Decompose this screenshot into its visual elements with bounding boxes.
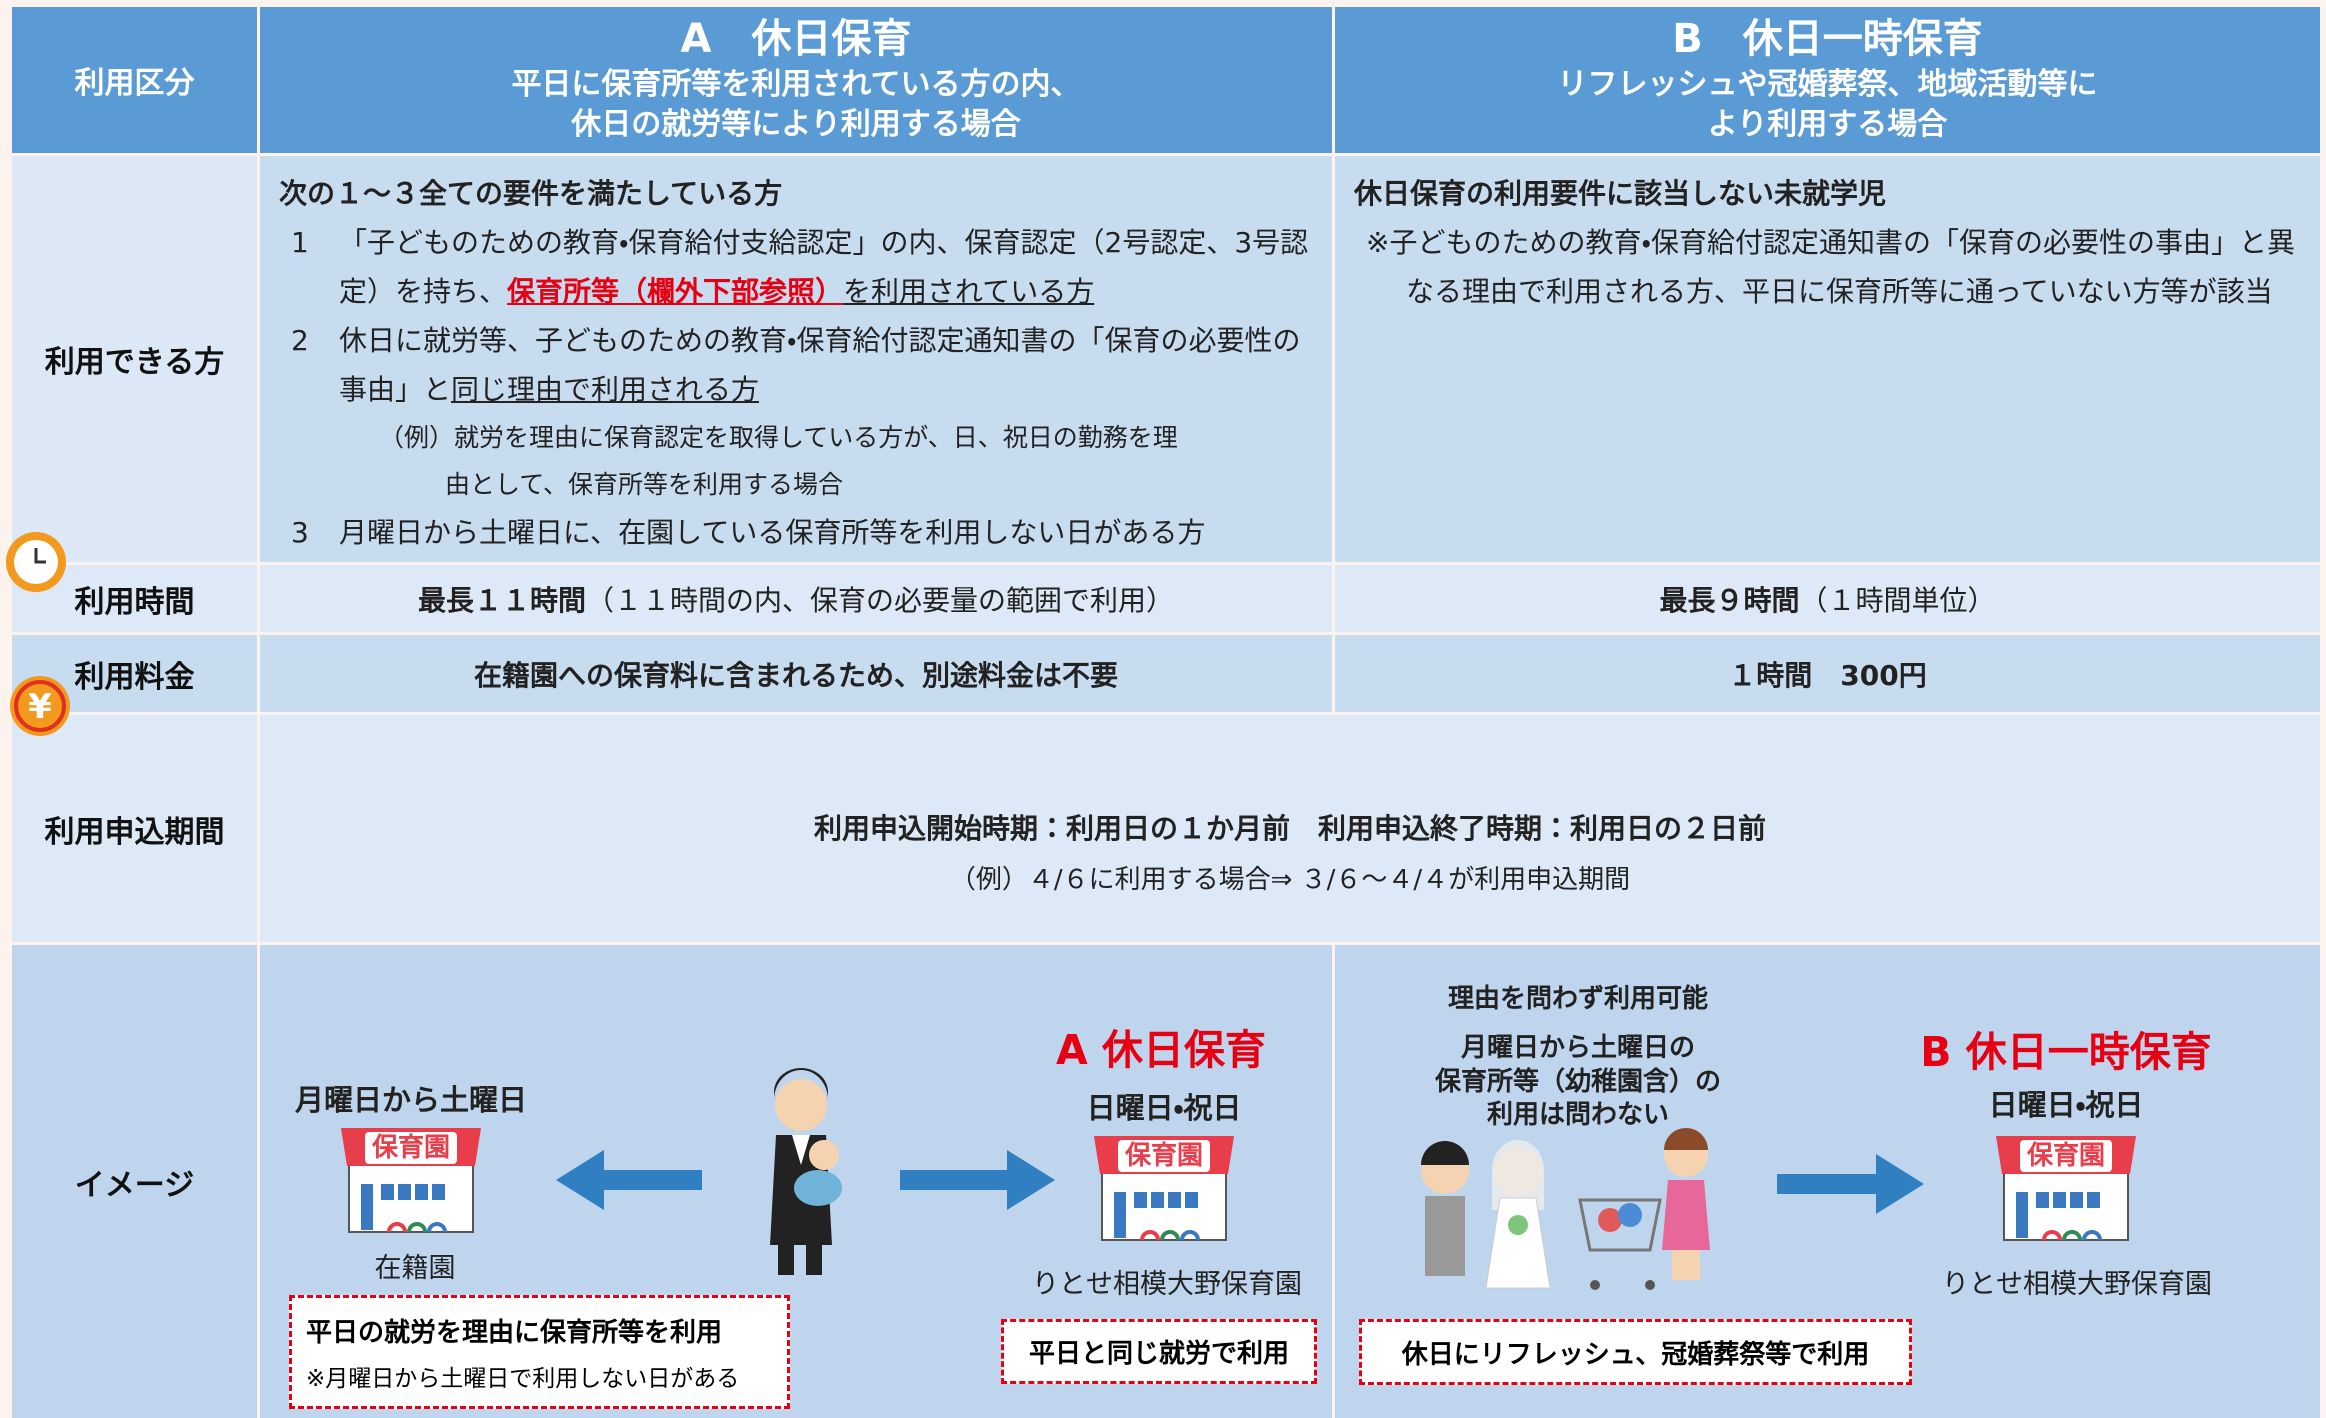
header-label-cell: 利用区分 [12,7,257,153]
holiday-label: 日曜日・祝日 [1086,1091,1242,1125]
eligible-a-cell: 次の１～３全ての要件を満たしている方 1 「子どものための教育・保育給付支給認定… [260,156,1332,562]
header-b-title: B 休日一時保育 [1672,16,1983,62]
reason-label: 理由を問わず利用可能 [1447,984,1709,1014]
row-label: 利用料金 [12,635,257,712]
box-note: ※月曜日から土曜日で利用しない日がある [306,1366,740,1392]
hours-b-cell: 最長９時間 （１時間単位） [1335,565,2320,632]
item-number: 3 [291,516,309,549]
fee-a-cell: 在籍園への保育料に含まれるため、別途料金は不要 [260,635,1332,712]
example-text: （例）就労を理由に保育認定を取得している方が、日、祝日の勤務を理由として、保育所… [379,423,1178,499]
hours-b-note: （１時間単位） [1799,583,1996,617]
current-facility: 在籍園 [374,1253,456,1284]
item-text: 「子どものための教育・保育給付支給認定」の内、保育認定（2号認定、3号認定）を持… [339,226,1309,308]
holiday-label: 日曜日・祝日 [1988,1088,2144,1122]
item-number: 1 [291,226,309,259]
application-main: 利用申込開始時期：利用日の１か月前 利用申込終了時期：利用日の２日前 [813,812,1766,845]
requirement-item: 3 月曜日から土曜日に、在園している保育所等を利用しない日がある方 [279,508,1312,557]
item-text: 月曜日から土曜日に、在園している保育所等を利用しない日がある方 [339,516,1206,549]
eligible-b-heading: 休日保育の利用要件に該当しない未就学児 [1354,177,1887,210]
weekday-label: 月曜日から土曜日 [294,1083,528,1117]
condition-line: 保育所等（幼稚園含）の [1434,1067,1722,1097]
header-b-subtitle: リフレッシュや冠婚葬祭、地域活動等に [1557,67,2098,102]
dashed-box: 平日の就労を理由に保育所等を利用 ※月曜日から土曜日で利用しない日がある [289,1295,790,1409]
header-a-subtitle: 休日の就労等により利用する場合 [571,107,1021,142]
item-emphasis: 保育所等（欄外下部参照） [507,275,844,308]
hours-a-note: （１１時間の内、保育の必要量の範囲で利用） [586,583,1175,617]
a-title: A 休日保育 [1055,1026,1267,1074]
application-cell: 利用申込開始時期：利用日の１か月前 利用申込終了時期：利用日の２日前 （例）４/… [260,715,2320,942]
hours-b-main: 最長９時間 [1659,583,1800,617]
hours-a-main: 最長１１時間 [417,583,586,617]
header-a-cell: A 休日保育 平日に保育所等を利用されている方の内、 休日の就労等により利用する… [260,7,1332,153]
eligible-a-heading: 次の１～３全ての要件を満たしている方 [279,177,783,210]
header-b-cell: B 休日一時保育 リフレッシュや冠婚葬祭、地域活動等に より利用する場合 [1335,7,2320,153]
box-text: 平日の就労を理由に保育所等を利用 [306,1318,723,1348]
application-example: （例）４/６に利用する場合⇒ ３/６～４/４が利用申込期間 [949,865,1631,895]
facility-name: りとせ相模大野保育園 [1032,1269,1302,1300]
eligible-b-cell: 休日保育の利用要件に該当しない未就学児 ※子どものための教育・保育給付認定通知書… [1335,156,2320,562]
row-label: 利用時間 [12,565,257,632]
requirement-item: 2 休日に就労等、子どものための教育・保育給付認定通知書の「保育の必要性の事由」… [279,316,1312,414]
item-number: 2 [291,324,309,357]
row-label: 利用できる方 [12,156,257,562]
header-a-title: A 休日保育 [680,16,912,62]
fee-b-cell: １時間 300円 [1335,635,2320,712]
header-a-subtitle: 平日に保育所等を利用されている方の内、 [511,67,1081,102]
row-label: イメージ [12,945,257,1418]
dashed-box: 平日と同じ就労で利用 [1001,1319,1317,1384]
dashed-box: 休日にリフレッシュ、冠婚葬祭等で利用 [1359,1319,1912,1385]
condition-line: 利用は問わない [1486,1100,1670,1130]
item-text: 休日に就労等、子どものための教育・保育給付認定通知書の「保育の必要性の事由」と [339,324,1301,406]
eligible-b-note: ※子どものための教育・保育給付認定通知書の「保育の必要性の事由」と異なる理由で利… [1366,226,2295,308]
item-underline: を利用されている方 [843,275,1095,308]
row-label: 利用申込期間 [12,715,257,942]
requirement-item: 1 「子どものための教育・保育給付支給認定」の内、保育認定（2号認定、3号認定）… [279,218,1312,316]
item-underline: 同じ理由で利用される方 [451,373,760,406]
condition-line: 月曜日から土曜日の [1460,1033,1696,1063]
facility-name: りとせ相模大野保育園 [1942,1269,2212,1300]
b-title: B 休日一時保育 [1920,1028,2212,1076]
hours-a-cell: 最長１１時間 （１１時間の内、保育の必要量の範囲で利用） [260,565,1332,632]
header-b-subtitle: より利用する場合 [1707,107,1948,142]
